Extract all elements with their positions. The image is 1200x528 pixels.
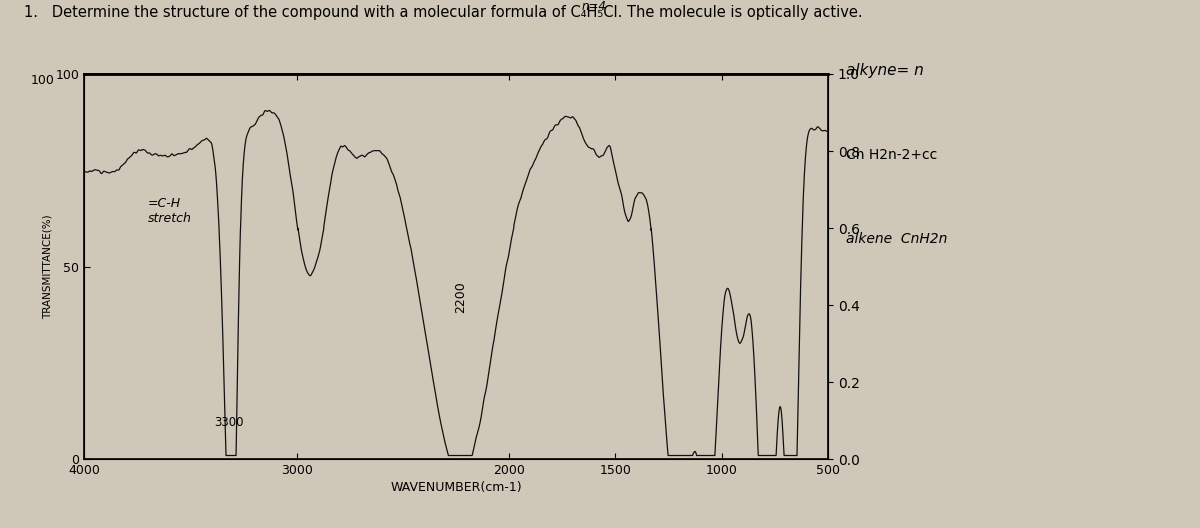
Text: 1.   Determine the structure of the compound with a molecular formula of C₄H₅Cl.: 1. Determine the structure of the compou… xyxy=(24,5,863,20)
Y-axis label: TRANSMITTANCE(%): TRANSMITTANCE(%) xyxy=(42,214,53,319)
Text: 3300: 3300 xyxy=(214,416,244,429)
Text: alkyne= n: alkyne= n xyxy=(846,63,924,78)
Text: =C-H
stretch: =C-H stretch xyxy=(148,197,192,225)
Text: n=4: n=4 xyxy=(582,0,607,13)
Text: 100: 100 xyxy=(30,74,54,87)
X-axis label: WAVENUMBER(cm-1): WAVENUMBER(cm-1) xyxy=(390,482,522,494)
Text: alkene  CnH2n: alkene CnH2n xyxy=(846,232,947,247)
Text: 2200: 2200 xyxy=(454,281,467,313)
Text: Cn H2n-2+cc: Cn H2n-2+cc xyxy=(846,148,937,162)
